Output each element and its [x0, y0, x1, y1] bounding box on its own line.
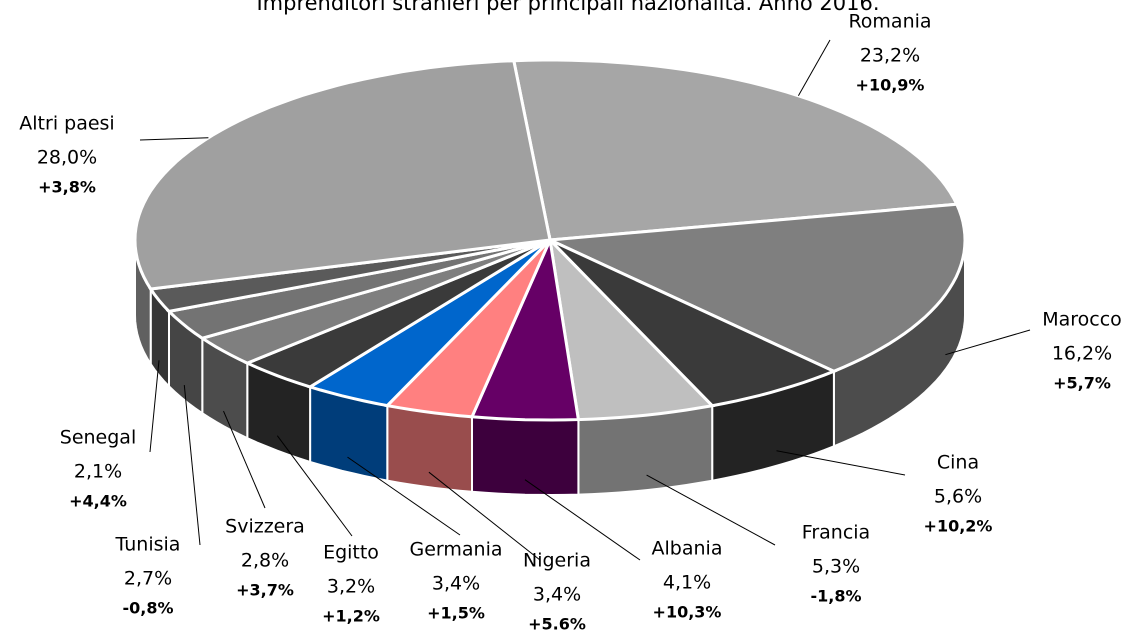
- leader-line: [524, 479, 641, 561]
- value-label: 5,3%: [812, 556, 860, 578]
- change-label: +10,2%: [924, 517, 993, 536]
- slice-label: Senegal: [60, 427, 136, 449]
- change-label: +1,2%: [322, 607, 380, 626]
- slice: [243, 238, 551, 389]
- value-label: 2,7%: [124, 568, 172, 590]
- change-label: +10,9%: [856, 76, 925, 95]
- value-label: 3,4%: [533, 584, 581, 606]
- leader-line: [347, 456, 461, 536]
- slice: [133, 59, 552, 291]
- slice: [547, 235, 716, 422]
- slice-label: Egitto: [323, 542, 379, 564]
- value-label: 23,2%: [860, 45, 920, 67]
- slice: [548, 238, 838, 408]
- leader-line: [776, 450, 906, 476]
- chart-title: Imprenditori stranieri per principali na…: [256, 0, 879, 15]
- leader-line: [428, 471, 541, 561]
- value-label: 16,2%: [1052, 343, 1112, 365]
- slice-label: Germania: [409, 539, 502, 561]
- value-label: 2,1%: [74, 461, 122, 483]
- value-label: 2,8%: [241, 550, 289, 572]
- leader-line: [945, 329, 1031, 356]
- slice-side: [386, 404, 473, 493]
- slice-label: Francia: [802, 522, 870, 544]
- leader-line: [223, 410, 266, 509]
- value-label: 5,6%: [934, 486, 982, 508]
- slice: [469, 234, 581, 422]
- leader-line: [183, 385, 201, 546]
- slice-label: Altri paesi: [19, 113, 114, 135]
- value-label: 28,0%: [37, 147, 97, 169]
- change-label: +3,8%: [38, 178, 96, 197]
- slice-label: Albania: [652, 538, 723, 560]
- leader-line: [139, 137, 209, 141]
- leader-line: [276, 435, 353, 537]
- change-label: -0,8%: [122, 599, 173, 618]
- value-label: 3,4%: [432, 573, 480, 595]
- slice-label: Tunisia: [115, 534, 181, 556]
- slice-label: Romania: [848, 11, 931, 33]
- slice: [198, 238, 551, 365]
- slice: [306, 238, 552, 408]
- slice-label: Svizzera: [225, 516, 305, 538]
- change-label: +3,7%: [236, 581, 294, 600]
- change-label: +1,5%: [427, 604, 485, 623]
- slice-label: Nigeria: [523, 550, 591, 572]
- slice-label: Cina: [937, 452, 979, 474]
- slice-side: [471, 415, 580, 497]
- change-label: +5.6%: [528, 615, 586, 633]
- value-label: 3,2%: [327, 576, 375, 598]
- leader-line: [646, 474, 776, 546]
- leader-line: [149, 360, 160, 453]
- slice-label: Marocco: [1042, 309, 1122, 331]
- value-label: 4,1%: [663, 572, 711, 594]
- slice: [544, 202, 967, 373]
- change-label: -1,8%: [810, 587, 861, 606]
- change-label: +10,3%: [653, 603, 722, 622]
- leader-line: [797, 39, 831, 97]
- slice: [384, 238, 552, 419]
- change-label: +4,4%: [69, 492, 127, 511]
- change-label: +5,7%: [1053, 374, 1111, 393]
